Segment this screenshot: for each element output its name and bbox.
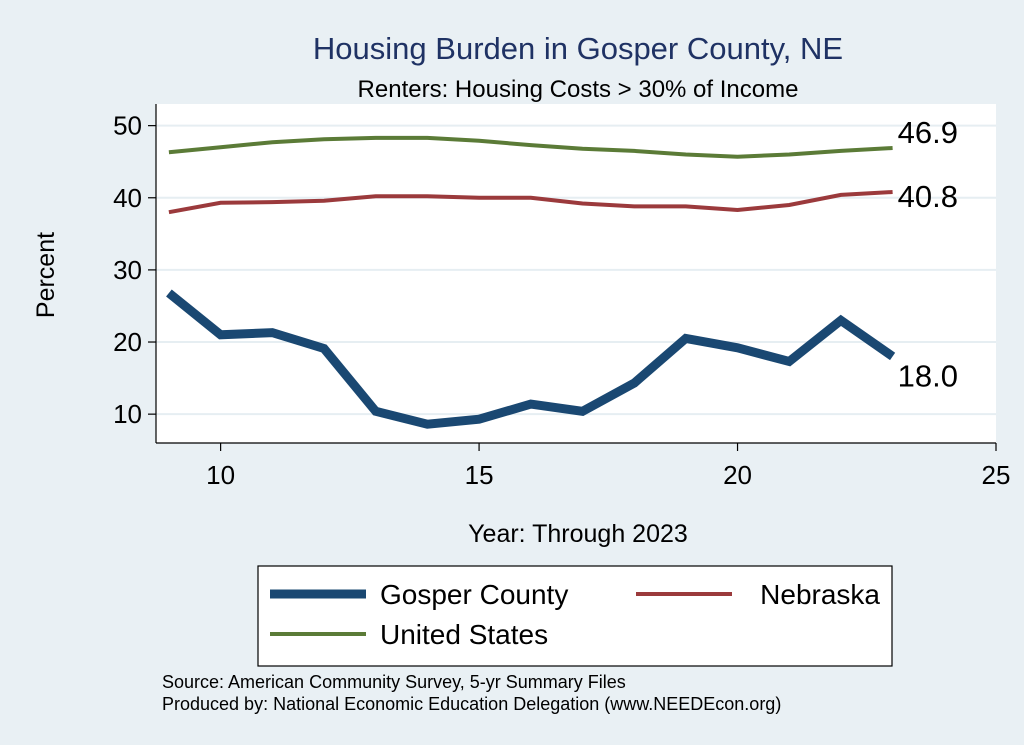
y-axis-title: Percent: [32, 232, 60, 318]
source-note: Source: American Community Survey, 5-yr …: [162, 672, 626, 692]
y-tick-label: 30: [113, 255, 142, 285]
y-tick-label: 50: [113, 111, 142, 141]
legend-label-gosper-county: Gosper County: [380, 579, 568, 610]
x-tick-label: 10: [206, 460, 235, 490]
series-line-nebraska: [168, 190, 893, 215]
x-axis-title: Year: Through 2023: [468, 520, 688, 548]
chart-subtitle: Renters: Housing Costs > 30% of Income: [358, 76, 799, 103]
y-tick-label: 40: [113, 183, 142, 213]
legend-label-nebraska: Nebraska: [760, 579, 880, 610]
x-tick-label: 25: [982, 460, 1011, 490]
series-lines: [166, 135, 896, 429]
x-tick-label: 15: [465, 460, 494, 490]
series-line-united-states: [168, 135, 893, 159]
legend-box: [257, 565, 893, 667]
legend: Gosper County Nebraska United States: [270, 579, 880, 650]
axis-ticks: 10 20 30 40 50 10 15 20 25: [113, 111, 1010, 490]
y-tick-label: 10: [113, 399, 142, 429]
legend-label-united-states: United States: [380, 619, 548, 650]
end-label-united-states: 46.9: [898, 115, 958, 150]
y-tick-label: 20: [113, 327, 142, 357]
series-line-gosper-county: [166, 289, 896, 429]
produced-by-note: Produced by: National Economic Education…: [162, 694, 781, 714]
end-label-nebraska: 40.8: [898, 179, 958, 214]
end-labels: 18.0 40.8 46.9: [898, 115, 958, 393]
end-label-gosper-county: 18.0: [898, 358, 958, 393]
chart-title: Housing Burden in Gosper County, NE: [313, 31, 843, 66]
x-tick-label: 20: [723, 460, 752, 490]
plot-area: [156, 104, 996, 443]
